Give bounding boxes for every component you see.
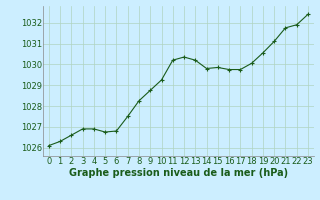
X-axis label: Graphe pression niveau de la mer (hPa): Graphe pression niveau de la mer (hPa) bbox=[69, 168, 288, 178]
